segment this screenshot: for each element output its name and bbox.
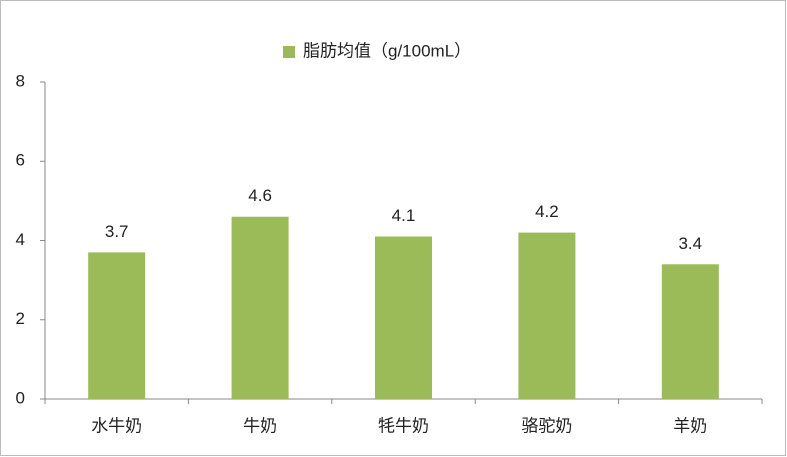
- legend-label: 脂肪均值（g/100mL）: [303, 41, 471, 60]
- x-tick-label: 水牛奶: [91, 416, 142, 435]
- bar: [375, 236, 432, 399]
- x-tick-label: 牦牛奶: [378, 416, 429, 435]
- bar: [518, 232, 576, 399]
- data-label: 3.4: [678, 234, 702, 253]
- y-tick-label: 8: [16, 71, 25, 90]
- bar: [88, 252, 146, 399]
- data-label: 4.6: [248, 186, 272, 205]
- x-tick-label: 牛奶: [243, 416, 277, 435]
- data-label: 4.2: [535, 202, 559, 221]
- y-tick-label: 4: [16, 230, 25, 249]
- legend-swatch: [283, 46, 295, 58]
- data-label: 3.7: [105, 222, 129, 241]
- data-label: 4.1: [392, 206, 416, 225]
- y-tick-label: 2: [16, 309, 25, 328]
- bar: [661, 264, 719, 399]
- y-tick-label: 0: [16, 388, 25, 407]
- x-tick-label: 羊奶: [673, 416, 707, 435]
- x-tick-label: 骆驼奶: [521, 416, 572, 435]
- y-tick-label: 6: [16, 151, 25, 170]
- bar: [231, 216, 289, 399]
